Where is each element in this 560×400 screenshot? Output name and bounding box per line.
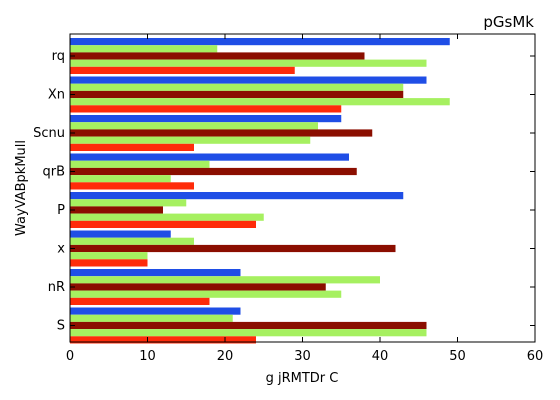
y-tick-label: Scnu [33, 126, 65, 141]
bar-qrB-s1 [70, 153, 349, 161]
bar-nR-s3 [70, 283, 326, 291]
y-tick-label: nR [48, 280, 65, 295]
bar-nR-s1 [70, 269, 241, 277]
bar-S-s2 [70, 314, 233, 322]
bar-x-s1 [70, 230, 171, 238]
bar-P-s4 [70, 213, 264, 221]
bar-Xn-s4 [70, 98, 450, 106]
x-axis-label: g jRMTDr C [266, 371, 339, 386]
chart-title: pGsMk [483, 13, 534, 31]
x-tick-label: 10 [139, 349, 156, 364]
bar-x-s5 [70, 259, 148, 267]
bar-S-s1 [70, 307, 241, 315]
x-tick-label: 0 [66, 349, 74, 364]
bar-qrB-s2 [70, 160, 210, 168]
bar-qrB-s5 [70, 182, 194, 190]
x-axis: 0 10 20 30 40 50 60 [66, 34, 543, 364]
bar-S-s5 [70, 336, 256, 344]
bar-x-s2 [70, 237, 194, 245]
bar-Scnu-s3 [70, 129, 373, 137]
bar-Scnu-s1 [70, 115, 342, 123]
bar-Xn-s1 [70, 76, 427, 84]
bar-nR-s5 [70, 297, 210, 305]
bar-Xn-s5 [70, 105, 342, 113]
bar-rq-s1 [70, 38, 450, 46]
bar-rq-s4 [70, 59, 427, 67]
x-tick-label: 20 [217, 349, 234, 364]
x-tick-label: 50 [449, 349, 466, 364]
bar-P-s5 [70, 220, 256, 228]
bar-Scnu-s5 [70, 143, 194, 151]
y-tick-label: qrB [42, 165, 65, 180]
y-axis: rq Xn Scnu qrB Px nR S [33, 49, 535, 334]
bar-P-s2 [70, 199, 187, 207]
bar-Scnu-s4 [70, 136, 311, 144]
bar-Xn-s3 [70, 90, 404, 99]
bar-P-s3 [70, 206, 163, 214]
y-tick-label: x [57, 242, 65, 257]
x-tick-label: 60 [527, 349, 544, 364]
bar-P-s1 [70, 192, 404, 200]
bar-qrB-s4 [70, 175, 171, 183]
y-tick-label: rq [52, 49, 65, 64]
y-tick-label: S [57, 319, 65, 334]
bar-x-s3 [70, 244, 396, 253]
bar-nR-s2 [70, 276, 380, 284]
bar-Xn-s2 [70, 83, 404, 91]
bar-S-s3 [70, 321, 427, 330]
bar-qrB-s3 [70, 167, 357, 176]
bar-nR-s4 [70, 290, 342, 298]
y-axis-label: WayVABpkMull [14, 140, 29, 236]
bar-x-s4 [70, 252, 148, 260]
x-tick-label: 40 [372, 349, 389, 364]
y-tick-label: Xn [48, 88, 65, 103]
bars-group [70, 38, 450, 344]
bar-Scnu-s2 [70, 122, 318, 130]
bar-S-s4 [70, 329, 427, 337]
y-tick-label: P [57, 203, 65, 218]
bar-rq-s2 [70, 45, 218, 53]
x-tick-label: 30 [294, 349, 311, 364]
bar-rq-s5 [70, 66, 295, 74]
bar-rq-s3 [70, 52, 365, 60]
